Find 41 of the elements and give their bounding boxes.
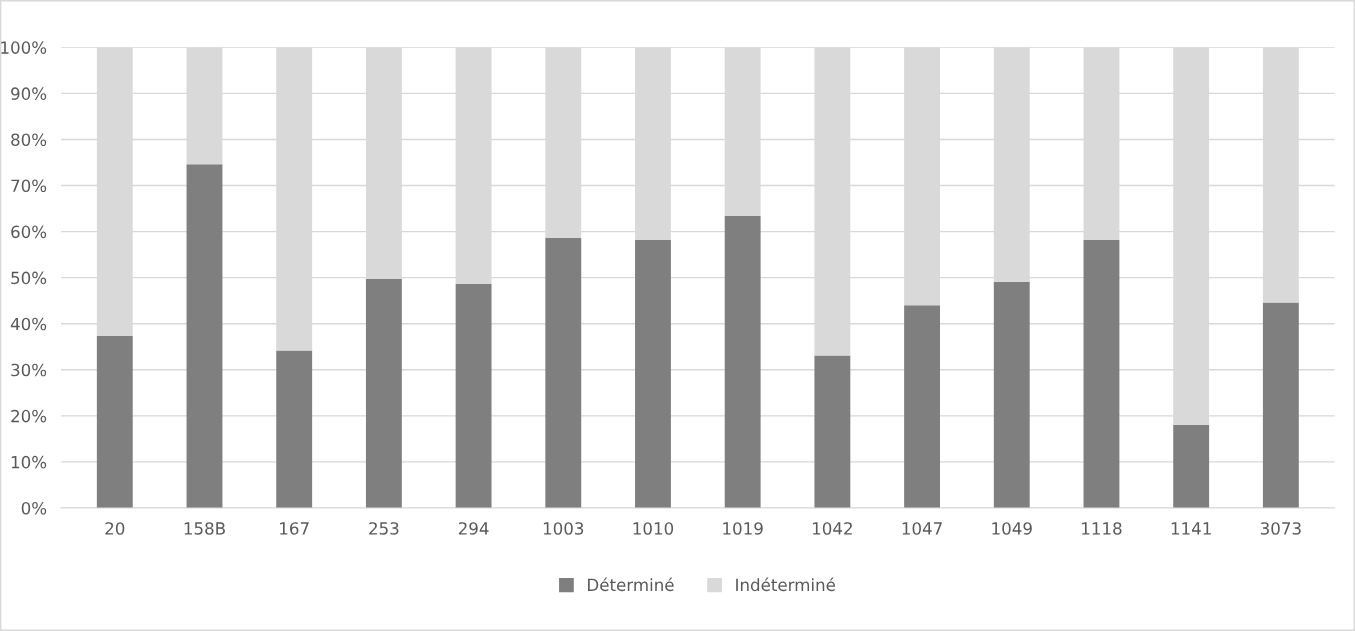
legend-label: Indéterminé (736, 577, 835, 592)
y-tick-label: 100% (1, 41, 47, 54)
x-tick-label: 253 (369, 522, 399, 535)
bar (635, 239, 671, 508)
x-tick-label: 1141 (1171, 522, 1211, 535)
x-tick-label: 20 (105, 522, 125, 535)
bar (1262, 302, 1299, 508)
x-tick-label: 1049 (992, 522, 1032, 535)
legend-label: Déterminé (588, 577, 674, 592)
bar (365, 279, 402, 508)
y-tick-label: 60% (11, 225, 47, 239)
y-tick-label: 80% (11, 133, 47, 147)
bar (276, 350, 313, 508)
bar (724, 215, 761, 508)
y-tick-label: 40% (10, 317, 47, 331)
x-tick-label: 3073 (1260, 522, 1301, 535)
x-tick-label: 1118 (1082, 522, 1122, 535)
x-tick-label: 1042 (812, 522, 852, 535)
x-tick-label: 167 (280, 522, 309, 535)
y-tick-label: 90% (11, 87, 47, 100)
bar (1083, 239, 1120, 508)
y-tick-label: 50% (11, 271, 47, 285)
bar (993, 281, 1030, 508)
y-tick-label: 20% (11, 409, 47, 423)
x-tick-label: 158B (184, 522, 225, 535)
bar (545, 238, 582, 508)
x-tick-label: 1047 (902, 522, 942, 535)
bar (814, 355, 851, 508)
bar (96, 335, 133, 508)
x-tick-label: 1019 (723, 522, 763, 535)
x-tick-label: 294 (458, 522, 489, 535)
bar (904, 305, 941, 508)
y-tick-label: 0% (21, 501, 47, 515)
y-tick-label: 30% (11, 363, 47, 377)
bar (1173, 425, 1210, 508)
bar (186, 164, 223, 508)
y-tick-label: 70% (11, 179, 47, 193)
bar (455, 284, 492, 508)
x-tick-label: 1010 (633, 522, 674, 535)
x-tick-label: 1003 (543, 522, 584, 535)
y-tick-label: 10% (11, 455, 47, 469)
